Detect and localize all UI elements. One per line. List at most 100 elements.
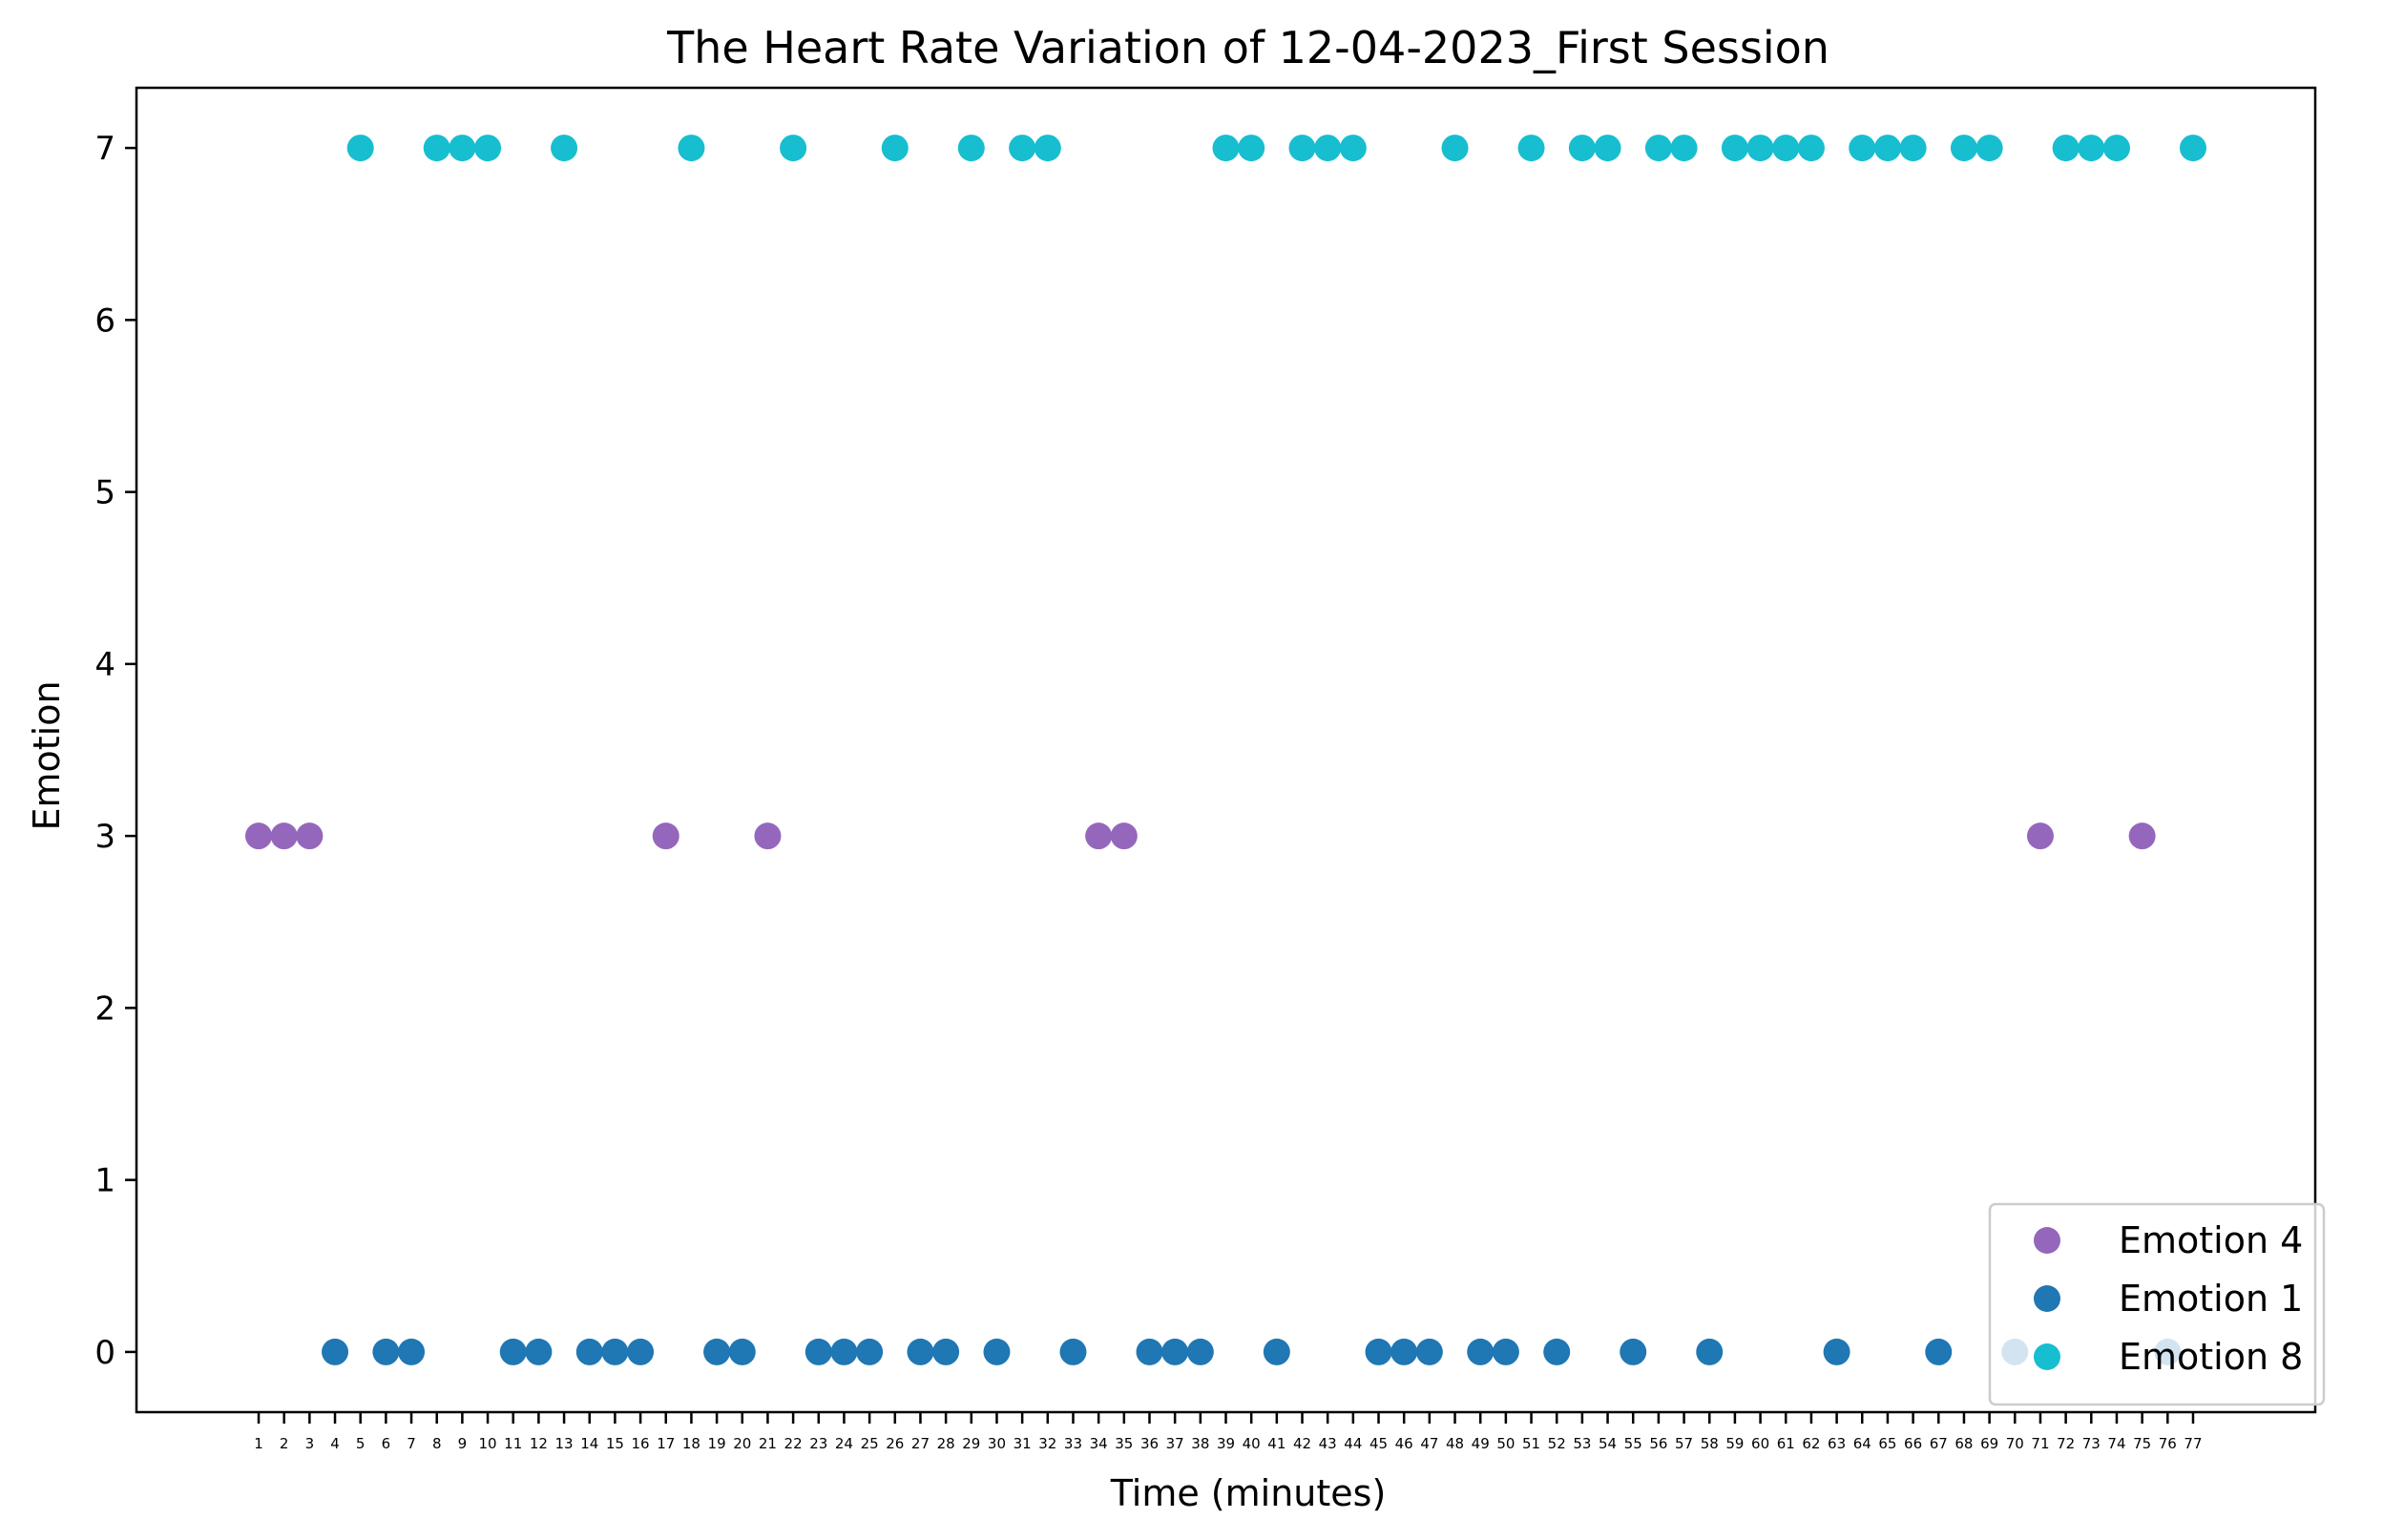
x-tick-label: 60 (1751, 1435, 1769, 1452)
data-point (983, 1338, 1011, 1365)
data-point (1085, 822, 1113, 850)
x-tick-label: 50 (1496, 1435, 1515, 1452)
x-tick-label: 45 (1369, 1435, 1388, 1452)
data-point (474, 135, 502, 162)
y-axis-label: Emotion (26, 680, 68, 830)
x-tick-label: 20 (733, 1435, 751, 1452)
data-point (270, 822, 298, 850)
data-point (780, 135, 807, 162)
data-point (296, 822, 324, 850)
legend-marker (2034, 1343, 2060, 1370)
data-point (1314, 135, 1342, 162)
x-tick-label: 67 (1930, 1435, 1948, 1452)
y-tick-label: 7 (94, 130, 115, 168)
data-point (1110, 822, 1138, 850)
data-point (1721, 135, 1748, 162)
data-point (423, 135, 450, 162)
data-point (1746, 135, 1774, 162)
x-tick-label: 41 (1267, 1435, 1286, 1452)
x-tick-label: 11 (504, 1435, 522, 1452)
x-tick-label: 22 (784, 1435, 803, 1452)
x-tick-label: 72 (2057, 1435, 2075, 1452)
x-tick-label: 29 (962, 1435, 980, 1452)
data-point (1238, 135, 1265, 162)
x-tick-label: 52 (1548, 1435, 1566, 1452)
x-tick-label: 3 (305, 1435, 315, 1452)
data-point (1034, 135, 1061, 162)
series-emotion-4 (245, 822, 2156, 850)
x-tick-label: 9 (458, 1435, 468, 1452)
x-tick-label: 65 (1878, 1435, 1896, 1452)
y-tick-label: 6 (94, 302, 115, 340)
x-tick-label: 43 (1319, 1435, 1337, 1452)
data-point (1467, 1338, 1495, 1365)
x-tick-label: 71 (2031, 1435, 2049, 1452)
x-tick-label: 62 (1802, 1435, 1820, 1452)
x-tick-label: 73 (2082, 1435, 2101, 1452)
data-point (1288, 135, 1316, 162)
x-tick-label: 12 (530, 1435, 548, 1452)
data-point (1492, 1338, 1519, 1365)
x-tick-label: 48 (1446, 1435, 1464, 1452)
x-tick-label: 10 (479, 1435, 497, 1452)
x-tick-label: 38 (1191, 1435, 1209, 1452)
x-tick-label: 16 (632, 1435, 650, 1452)
x-tick-label: 18 (682, 1435, 700, 1452)
x-tick-label: 70 (2006, 1435, 2024, 1452)
x-tick-label: 24 (835, 1435, 853, 1452)
x-tick-label: 64 (1853, 1435, 1871, 1452)
data-point (1873, 135, 1901, 162)
data-point (1517, 135, 1545, 162)
x-tick-label: 56 (1649, 1435, 1667, 1452)
x-tick-label: 15 (606, 1435, 624, 1452)
data-point (1365, 1338, 1392, 1365)
x-tick-label: 76 (2159, 1435, 2177, 1452)
data-point (499, 1338, 527, 1365)
x-tick-label: 13 (555, 1435, 574, 1452)
x-tick-label: 54 (1599, 1435, 1617, 1452)
data-point (1263, 1338, 1290, 1365)
y-tick-label: 5 (94, 474, 115, 512)
data-point (1644, 135, 1672, 162)
x-tick-label: 36 (1140, 1435, 1159, 1452)
x-tick-label: 14 (580, 1435, 598, 1452)
data-point (830, 1338, 858, 1365)
legend-box (1988, 1202, 2326, 1406)
y-tick-label: 4 (94, 646, 115, 684)
data-point (881, 135, 909, 162)
x-tick-label: 74 (2107, 1435, 2125, 1452)
x-tick-label: 27 (911, 1435, 930, 1452)
y-tick-label: 2 (94, 989, 115, 1028)
plot-frame (135, 86, 2317, 1414)
data-point (1161, 1338, 1189, 1365)
x-tick-label: 42 (1293, 1435, 1311, 1452)
data-point (932, 1338, 960, 1365)
legend-label: Emotion 1 (2119, 1278, 2303, 1320)
x-tick-label: 4 (330, 1435, 340, 1452)
x-tick-label: 6 (382, 1435, 391, 1452)
x-tick-label: 30 (988, 1435, 1006, 1452)
x-tick-label: 28 (937, 1435, 955, 1452)
data-point (907, 1338, 934, 1365)
data-point (398, 1338, 426, 1365)
x-tick-label: 39 (1217, 1435, 1235, 1452)
x-tick-label: 55 (1624, 1435, 1642, 1452)
x-axis-label: Time (minutes) (1110, 1472, 1387, 1514)
data-point (1059, 1338, 1087, 1365)
x-tick-label: 7 (407, 1435, 416, 1452)
y-tick-label: 3 (94, 818, 115, 856)
data-point (1009, 135, 1036, 162)
data-point (1975, 135, 2003, 162)
x-tick-label: 19 (708, 1435, 726, 1452)
legend-label: Emotion 4 (2119, 1219, 2303, 1261)
x-tick-label: 66 (1904, 1435, 1922, 1452)
legend-label: Emotion 8 (2119, 1336, 2303, 1378)
x-tick-label: 26 (886, 1435, 904, 1452)
data-point (1823, 1338, 1850, 1365)
data-point (1772, 135, 1800, 162)
series-emotion-8 (346, 135, 2206, 162)
data-point (2078, 135, 2105, 162)
chart-title: The Heart Rate Variation of 12-04-2023_F… (666, 22, 1829, 73)
x-tick-label: 47 (1420, 1435, 1438, 1452)
